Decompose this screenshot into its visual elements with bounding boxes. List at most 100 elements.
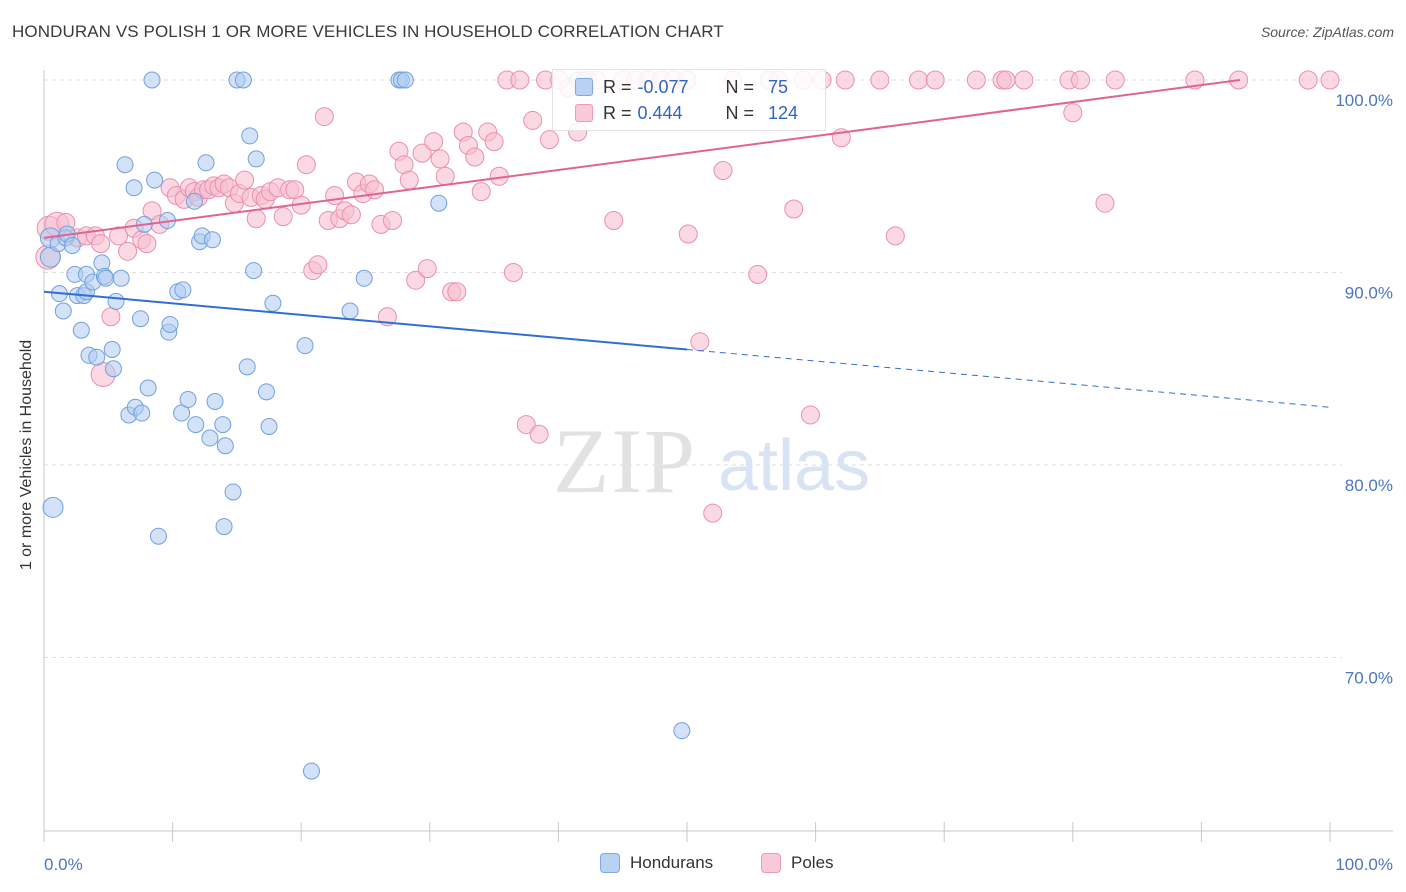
x-tick-label-min: 0.0%	[44, 855, 83, 874]
hondurans-point	[54, 302, 72, 320]
poles-point	[908, 70, 928, 90]
hondurans-point	[97, 269, 115, 287]
legend-label-poles: Poles	[791, 853, 834, 872]
x-ticks	[43, 822, 1331, 842]
poles-point	[465, 147, 485, 167]
source-label: Source: ZipAtlas.com	[1260, 24, 1394, 40]
hondurans-point	[197, 154, 215, 172]
hondurans-point	[116, 156, 134, 174]
poles-point	[273, 207, 293, 227]
poles-point	[447, 282, 467, 302]
poles-point	[1320, 70, 1340, 90]
axes	[43, 70, 1393, 832]
hondurans-point	[673, 722, 691, 740]
y-tick-label: 90.0%	[1345, 284, 1393, 303]
poles-point	[109, 226, 129, 246]
poles-r-value: 0.444	[637, 102, 683, 123]
hondurans-point	[224, 483, 242, 501]
hondurans-n-value: 75	[768, 76, 789, 97]
poles-point	[91, 234, 111, 254]
poles-point	[417, 259, 437, 279]
poles-point	[484, 132, 504, 152]
legend-item-poles[interactable]: Poles	[761, 853, 834, 873]
stats-row-poles: R = 0.444 N = 124	[575, 101, 798, 125]
poles-point	[1014, 70, 1034, 90]
hondurans-point	[133, 404, 151, 422]
stats-legend: R = -0.077 N = 75 R = 0.444 N = 124	[552, 69, 826, 131]
hondurans-point	[88, 348, 106, 366]
y-tick-labels: 70.0% 80.0% 90.0% 100.0%	[1335, 91, 1393, 688]
poles-point	[539, 130, 559, 150]
watermark-zip: ZIP	[553, 410, 697, 512]
hondurans-point	[206, 392, 224, 410]
poles-point	[885, 226, 905, 246]
poles-point	[703, 503, 723, 523]
hondurans-r-value: -0.077	[637, 76, 689, 97]
hondurans-point	[355, 269, 373, 287]
poles-point	[925, 70, 945, 90]
watermark: ZIP atlas	[553, 410, 870, 512]
hondurans-point	[396, 71, 414, 89]
poles-point	[1105, 70, 1125, 90]
poles-point	[341, 205, 361, 225]
watermark-atlas: atlas	[718, 426, 870, 506]
poles-point	[424, 132, 444, 152]
poles-point	[430, 149, 450, 169]
hondurans-point	[260, 418, 278, 435]
poles-point	[835, 70, 855, 90]
hondurans-swatch	[575, 78, 593, 96]
poles-swatch	[575, 104, 593, 122]
hondurans-point	[201, 429, 219, 447]
poles-point	[325, 186, 345, 205]
poles-point	[435, 166, 455, 186]
poles-point	[690, 332, 710, 352]
trend-lines	[43, 79, 1331, 408]
hondurans-point	[125, 179, 143, 197]
hondurans-point	[215, 518, 233, 536]
hondurans-point	[203, 231, 221, 249]
hondurans-point	[63, 237, 81, 255]
hondurans-point	[174, 281, 192, 299]
r-label: R =	[603, 76, 632, 97]
hondurans-legend-swatch	[600, 853, 620, 873]
poles-point	[246, 209, 266, 229]
hondurans-point	[430, 194, 448, 212]
hondurans-point	[234, 71, 252, 89]
poles-point	[471, 182, 491, 202]
poles-point	[1063, 103, 1083, 123]
poles-legend-swatch	[761, 853, 781, 873]
hondurans-point	[264, 294, 282, 312]
hondurans-point	[139, 379, 157, 397]
poles-trend-line	[43, 79, 1241, 239]
r-label: R =	[603, 102, 632, 123]
hondurans-point	[112, 269, 130, 287]
y-tick-label: 70.0%	[1345, 669, 1393, 688]
hondurans-point	[216, 437, 234, 455]
poles-point	[101, 307, 121, 327]
hondurans-point	[341, 302, 359, 320]
hondurans-point	[131, 310, 149, 328]
hondurans-point	[72, 321, 90, 339]
poles-point	[406, 270, 426, 290]
hondurans-point	[214, 416, 232, 434]
poles-point	[1095, 193, 1115, 213]
poles-point	[800, 405, 820, 425]
hondurans-point	[185, 192, 203, 210]
poles-point	[748, 264, 768, 284]
x-tick-labels: 0.0% 100.0%	[44, 855, 1393, 874]
legend-item-hondurans[interactable]: Hondurans	[600, 853, 713, 873]
poles-point	[235, 170, 255, 190]
hondurans-trend-line-extension	[686, 349, 1331, 408]
x-tick-label-max: 100.0%	[1335, 855, 1393, 874]
hondurans-point	[179, 391, 197, 409]
poles-point	[118, 241, 138, 261]
poles-point	[308, 255, 328, 275]
hondurans-point	[42, 496, 64, 518]
hondurans-trend-line	[43, 290, 688, 351]
poles-point	[516, 415, 536, 435]
y-tick-label: 80.0%	[1345, 476, 1393, 495]
y-tick-label: 100.0%	[1335, 91, 1393, 110]
hondurans-point	[296, 337, 314, 355]
poles-point	[296, 155, 316, 175]
poles-point	[1298, 70, 1318, 90]
